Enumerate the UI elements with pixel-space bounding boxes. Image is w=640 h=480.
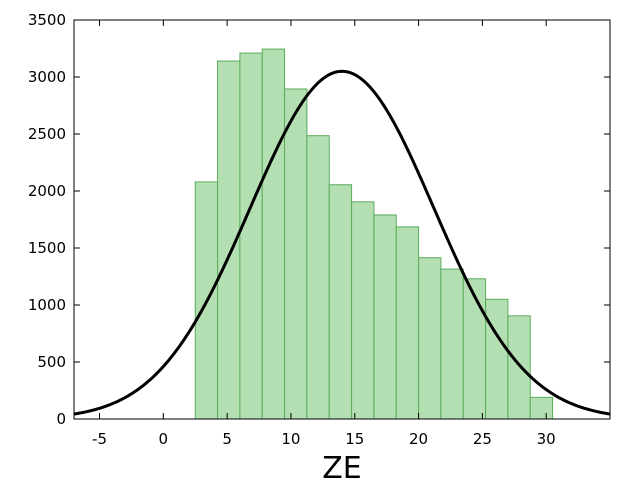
y-tick-label: 2000 — [28, 182, 66, 200]
y-tick-label: 500 — [37, 353, 66, 371]
histogram-bar — [373, 214, 397, 420]
x-tick-label: 30 — [537, 430, 556, 448]
histogram-bar — [351, 201, 375, 420]
y-tick-label: 1500 — [28, 239, 66, 257]
histogram-bar — [507, 315, 531, 420]
histogram-bar — [328, 184, 353, 420]
x-tick-label: 0 — [159, 430, 169, 448]
histogram-bar — [440, 268, 464, 420]
histogram-bar — [306, 135, 330, 420]
y-tick-label: 3000 — [28, 68, 66, 86]
x-axis-title: ZE — [322, 451, 362, 480]
histogram-bar — [485, 298, 509, 420]
gaussian-fit-curve — [73, 69, 611, 416]
y-tick-label: 0 — [56, 410, 66, 428]
y-tick-label: 2500 — [28, 125, 66, 143]
y-tick-label: 3500 — [28, 11, 66, 29]
y-tick-labels: 0 500 1000 1500 2000 2500 3000 3500 — [28, 11, 66, 428]
histogram-bar — [239, 52, 263, 420]
x-tick-label: 20 — [409, 430, 428, 448]
histogram-bars — [194, 48, 554, 420]
x-tick-label: 15 — [345, 430, 364, 448]
axis-ticks — [74, 19, 610, 420]
x-tick-label: 10 — [281, 430, 300, 448]
histogram-bar — [462, 278, 487, 420]
histogram-bar — [284, 88, 308, 420]
histogram-bar — [529, 396, 554, 420]
histogram-bar — [261, 48, 286, 420]
x-tick-label: 5 — [222, 430, 232, 448]
histogram-bar — [418, 257, 442, 420]
y-tick-label: 1000 — [28, 296, 66, 314]
histogram-bar — [395, 226, 420, 420]
x-tick-label: 25 — [473, 430, 492, 448]
x-tick-label: -5 — [92, 430, 107, 448]
x-tick-labels: -5 0 5 10 15 20 25 30 — [92, 430, 556, 448]
plot-frame — [73, 19, 611, 420]
